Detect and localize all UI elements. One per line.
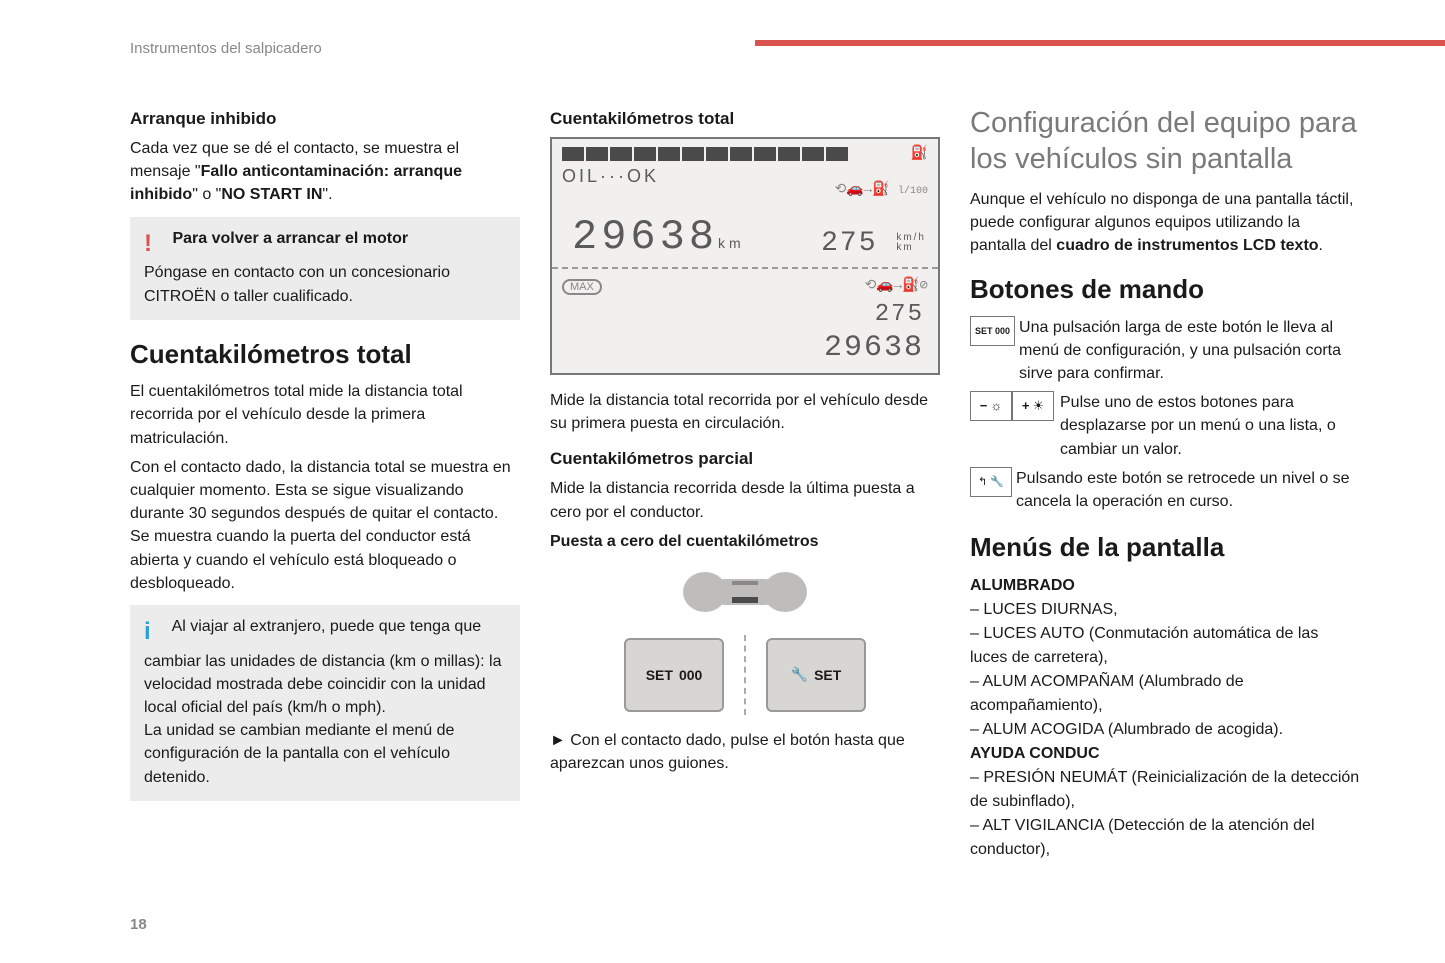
heading-total-2: Cuentakilómetros total	[550, 109, 940, 129]
btn1-desc: Una pulsación larga de este botón le lle…	[1019, 316, 1360, 386]
set000-icon-box: SET 000	[970, 316, 1015, 346]
odometer-total: 29638km	[572, 213, 745, 261]
parcial-desc: Mide la distancia recorrida desde la últ…	[550, 477, 940, 523]
heading-cuentakm-total: Cuentakilómetros total	[130, 338, 520, 371]
menu-item: – PRESIÓN NEUMÁT (Reinicialización de la…	[970, 766, 1360, 814]
max-badge: MAX	[562, 279, 602, 295]
car-range-icon: ⟲🚗→⛽ l/100	[835, 181, 928, 198]
column-2: Cuentakilómetros total ⛽ OIL···OK ⟲🚗→⛽ l…	[550, 105, 940, 862]
heading-botones: Botones de mando	[970, 273, 1360, 306]
button-row: SET 000 🔧 SET	[550, 635, 940, 715]
info-box: i Al viajar al extranjero, puede que ten…	[130, 605, 520, 801]
btn3-desc: Pulsando este botón se retrocede un nive…	[1016, 467, 1360, 513]
reset-graphic: SET 000 🔧 SET	[550, 567, 940, 715]
menu-item: – ALUM ACOMPAÑAM (Alumbrado de acompañam…	[970, 670, 1360, 718]
control-btn-3: ↰ 🔧 Pulsando este botón se retrocede un …	[970, 467, 1360, 513]
wrench-icon: 🔧	[791, 666, 808, 683]
control-btn-1: SET 000 Una pulsación larga de este botó…	[970, 316, 1360, 386]
bottom-trip: 275	[875, 301, 924, 328]
menu-item: – ALUM ACOGIDA (Alumbrado de acogida).	[970, 718, 1360, 742]
menu-cat-ayuda: AYUDA CONDUC	[970, 742, 1360, 766]
menu-item: – LUCES DIURNAS,	[970, 598, 1360, 622]
menu-list: ALUMBRADO – LUCES DIURNAS, – LUCES AUTO …	[970, 574, 1360, 862]
heading-menus: Menús de la pantalla	[970, 531, 1360, 564]
wrench-set-button[interactable]: 🔧 SET	[766, 638, 866, 712]
back-wrench-icon-box: ↰ 🔧	[970, 467, 1012, 497]
fuel-gauge: ⛽	[562, 145, 928, 162]
menu-item: – LUCES AUTO (Conmutación automática de …	[970, 622, 1360, 670]
divider-line	[744, 635, 746, 715]
btn2-desc: Pulse uno de estos botones para desplaza…	[1060, 391, 1360, 461]
warning-body: Póngase en contacto con un concesionario…	[144, 264, 450, 304]
info-p1: Al viajar al extranjero, puede que tenga…	[144, 618, 501, 716]
set-000-button[interactable]: SET 000	[624, 638, 724, 712]
heading-parcial: Cuentakilómetros parcial	[550, 449, 940, 469]
breadcrumb: Instrumentos del salpicadero	[130, 40, 1360, 57]
total-p2: Con el contacto dado, la distancia total…	[130, 456, 520, 595]
text-mid: " o "	[192, 186, 221, 203]
menu-item: – ALT VIGILANCIA (Detección de la atenci…	[970, 814, 1360, 862]
total-desc: Mide la distancia total recorrida por el…	[550, 389, 940, 435]
lcd-bottom-section: MAX ⟲🚗→⛽⊘ 275 29638	[552, 269, 938, 369]
config-para: Aunque el vehículo no disponga de una pa…	[970, 188, 1360, 258]
columns-layout: Arranque inhibido Cada vez que se dé el …	[130, 105, 1360, 862]
trip-display: 275 km/h km	[821, 228, 926, 259]
column-1: Arranque inhibido Cada vez que se dé el …	[130, 105, 520, 862]
warning-box: ! Para volver a arrancar el motor Póngas…	[130, 217, 520, 320]
page-number: 18	[130, 916, 147, 933]
plus-brightness-icon: +☀	[1012, 391, 1054, 421]
warning-title: Para volver a arrancar el motor	[172, 230, 408, 247]
arranque-text: Cada vez que se dé el contacto, se muest…	[130, 137, 520, 207]
brightness-buttons: −☼ +☀	[970, 391, 1054, 421]
menu-cat-alumbrado: ALUMBRADO	[970, 574, 1360, 598]
reset-instruction: ► Con el contacto dado, pulse el botón h…	[550, 729, 940, 775]
text-end: ".	[322, 186, 332, 203]
text-bold2: NO START IN	[221, 186, 322, 203]
info-icon: i	[144, 615, 162, 650]
page-content: Instrumentos del salpicadero Arranque in…	[0, 0, 1445, 902]
heading-arranque: Arranque inhibido	[130, 109, 520, 129]
control-btn-2: −☼ +☀ Pulse uno de estos botones para de…	[970, 391, 1360, 461]
lcd-top-section: ⛽ OIL···OK ⟲🚗→⛽ l/100 29638km 275 km/h k…	[552, 139, 938, 269]
lcd-display: ⛽ OIL···OK ⟲🚗→⛽ l/100 29638km 275 km/h k…	[550, 137, 940, 375]
fuel-pump-icon: ⛽	[911, 145, 928, 162]
total-p1: El cuentakilómetros total mide la distan…	[130, 380, 520, 450]
info-p2: La unidad se cambian mediante el menú de…	[144, 722, 454, 785]
bottom-total: 29638	[824, 331, 924, 365]
column-3: Configuración del equipo para los vehícu…	[970, 105, 1360, 862]
car-icons-bottom: ⟲🚗→⛽⊘	[865, 277, 928, 294]
dashboard-cluster-icon	[680, 567, 810, 617]
minus-brightness-icon: −☼	[970, 391, 1012, 421]
reset-title: Puesta a cero del cuentakilómetros	[550, 530, 940, 553]
warning-icon: !	[144, 227, 162, 262]
heading-config: Configuración del equipo para los vehícu…	[970, 105, 1360, 178]
